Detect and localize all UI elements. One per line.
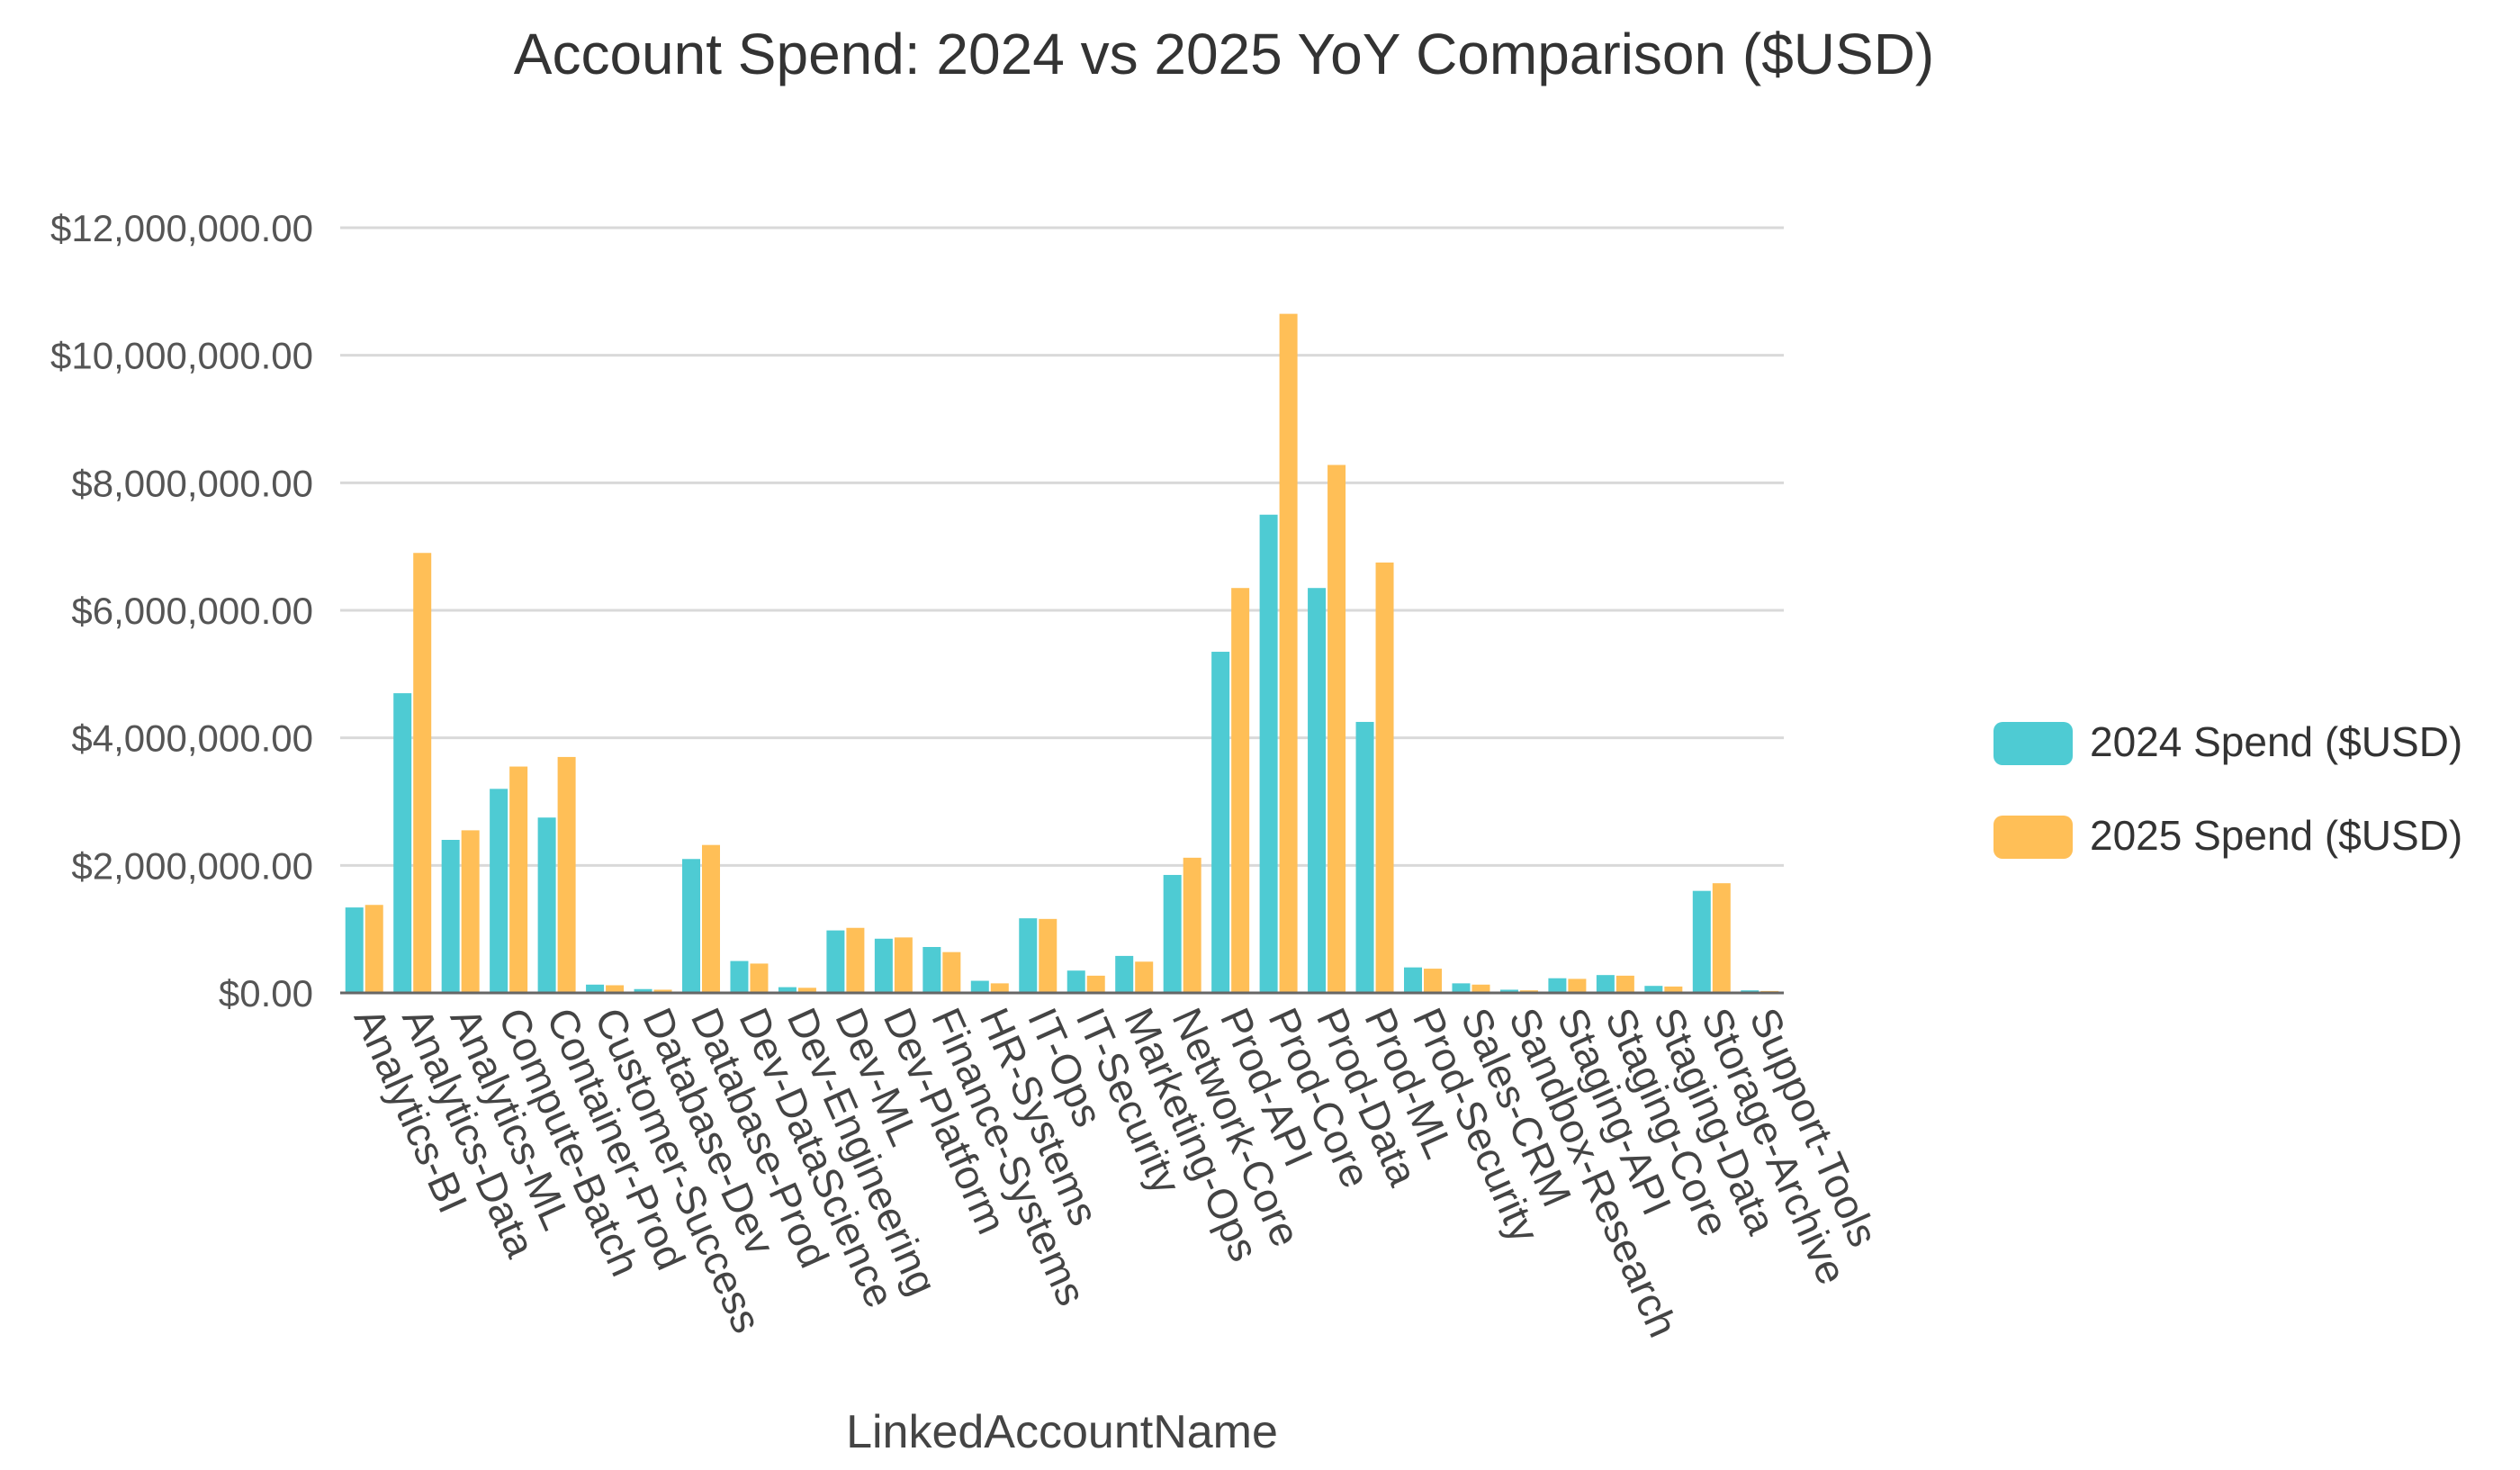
- bar-2025[interactable]: [1231, 588, 1250, 993]
- bar-2025[interactable]: [1039, 918, 1058, 993]
- bar-2024[interactable]: [1452, 983, 1471, 993]
- legend-label: 2024 Spend ($USD): [2090, 718, 2462, 765]
- x-axis-title: LinkedAccountName: [846, 1406, 1278, 1458]
- bar-2024[interactable]: [393, 693, 412, 993]
- bar-2025[interactable]: [797, 988, 816, 993]
- bar-2024[interactable]: [1211, 652, 1230, 993]
- bar-2024[interactable]: [1404, 967, 1422, 993]
- bar-2025[interactable]: [653, 989, 672, 993]
- bar-2024[interactable]: [441, 840, 460, 993]
- bar-2025[interactable]: [1328, 464, 1346, 994]
- bar-2024[interactable]: [537, 817, 556, 993]
- y-tick-label: $12,000,000.00: [50, 207, 313, 249]
- bar-2024[interactable]: [1355, 721, 1374, 993]
- bar-2025[interactable]: [1279, 313, 1298, 993]
- bar-2024[interactable]: [1644, 986, 1663, 993]
- y-tick-label: $10,000,000.00: [50, 335, 313, 377]
- bar-2024[interactable]: [1308, 588, 1327, 993]
- bar-2025[interactable]: [1183, 857, 1202, 993]
- bar-2025[interactable]: [846, 927, 865, 993]
- bar-2025[interactable]: [1135, 961, 1154, 993]
- grid-layer: [340, 226, 1784, 867]
- bar-2024[interactable]: [1596, 975, 1615, 993]
- legend: 2024 Spend ($USD) 2025 Spend ($USD): [1994, 718, 2462, 859]
- bar-2024[interactable]: [1163, 874, 1182, 993]
- bar-2024[interactable]: [1499, 989, 1518, 993]
- bar-2025[interactable]: [1616, 975, 1634, 993]
- bar-2024[interactable]: [970, 980, 989, 993]
- y-tick-label: $2,000,000.00: [71, 844, 313, 887]
- bar-2025[interactable]: [990, 983, 1009, 993]
- y-tick-label: $4,000,000.00: [71, 717, 313, 760]
- bar-2024[interactable]: [345, 907, 364, 993]
- bar-2024[interactable]: [1019, 918, 1038, 993]
- y-axis-ticks: $0.00 $2,000,000.00 $4,000,000.00 $6,000,00…: [50, 207, 313, 1015]
- y-tick-label: $0.00: [219, 972, 313, 1015]
- bar-2025[interactable]: [894, 937, 913, 993]
- bar-2024[interactable]: [586, 984, 605, 993]
- bar-2025[interactable]: [1712, 883, 1731, 993]
- bar-2025[interactable]: [750, 963, 769, 993]
- bar-2024[interactable]: [1115, 955, 1134, 993]
- y-tick-label: $6,000,000.00: [71, 590, 313, 632]
- bar-2025[interactable]: [606, 985, 625, 994]
- bar-2025[interactable]: [509, 766, 528, 993]
- bar-2024[interactable]: [778, 987, 796, 993]
- bar-2025[interactable]: [1375, 562, 1394, 993]
- bar-2024[interactable]: [826, 930, 845, 993]
- bar-2024[interactable]: [922, 947, 941, 993]
- chart-title: Account Spend: 2024 vs 2025 YoY Comparis…: [514, 22, 1934, 86]
- y-tick-label: $8,000,000.00: [71, 462, 313, 504]
- bar-2025[interactable]: [1424, 969, 1442, 993]
- bar-2025[interactable]: [364, 905, 383, 993]
- bar-2025[interactable]: [1568, 978, 1587, 993]
- legend-swatch: [1994, 722, 2073, 765]
- bar-2024[interactable]: [490, 789, 508, 993]
- bar-2024[interactable]: [1692, 890, 1711, 993]
- bar-2025[interactable]: [557, 756, 576, 993]
- bar-2024[interactable]: [1066, 970, 1085, 993]
- bar-2025[interactable]: [461, 830, 480, 993]
- bar-2024[interactable]: [730, 960, 749, 993]
- bar-2025[interactable]: [1472, 984, 1490, 993]
- bar-2024[interactable]: [634, 988, 652, 993]
- bars-layer: [345, 313, 1779, 994]
- x-axis-labels: Analytics-BIAnalytics-DataAnalytics-MLCo…: [346, 1001, 1887, 1344]
- bar-2024[interactable]: [874, 938, 893, 993]
- bar-2024[interactable]: [682, 859, 700, 993]
- bar-2025[interactable]: [413, 553, 432, 993]
- bar-2024[interactable]: [1548, 978, 1567, 993]
- bar-2025[interactable]: [1086, 975, 1105, 993]
- bar-2025[interactable]: [702, 844, 720, 993]
- bar-2024[interactable]: [1259, 514, 1278, 993]
- bar-2025[interactable]: [1664, 986, 1683, 993]
- legend-label: 2025 Spend ($USD): [2090, 812, 2462, 859]
- legend-swatch: [1994, 816, 2073, 859]
- bar-2025[interactable]: [942, 951, 961, 993]
